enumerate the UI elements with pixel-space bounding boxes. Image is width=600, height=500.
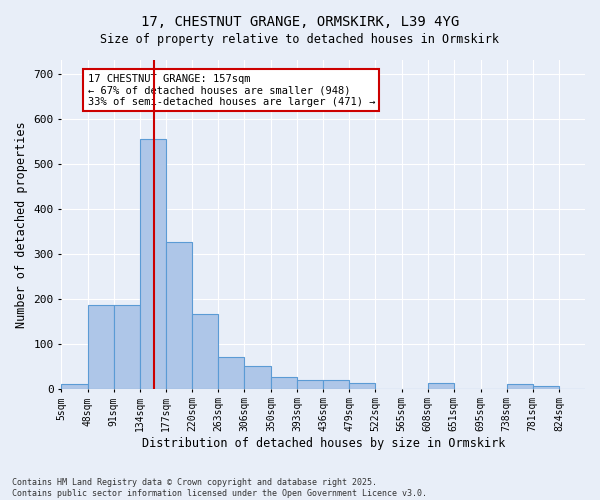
Bar xyxy=(323,380,349,388)
Text: 17 CHESTNUT GRANGE: 157sqm
← 67% of detached houses are smaller (948)
33% of sem: 17 CHESTNUT GRANGE: 157sqm ← 67% of deta… xyxy=(88,74,375,106)
Bar xyxy=(113,306,140,388)
Bar xyxy=(428,383,454,388)
Bar xyxy=(88,306,113,388)
Bar xyxy=(218,357,244,388)
Bar xyxy=(166,242,192,388)
Bar xyxy=(244,366,271,388)
Bar xyxy=(271,378,297,388)
Text: Size of property relative to detached houses in Ormskirk: Size of property relative to detached ho… xyxy=(101,32,499,46)
Bar xyxy=(506,384,533,388)
Text: 17, CHESTNUT GRANGE, ORMSKIRK, L39 4YG: 17, CHESTNUT GRANGE, ORMSKIRK, L39 4YG xyxy=(141,15,459,29)
Bar xyxy=(533,386,559,388)
X-axis label: Distribution of detached houses by size in Ormskirk: Distribution of detached houses by size … xyxy=(142,437,505,450)
Bar xyxy=(297,380,323,388)
Bar xyxy=(140,139,166,388)
Bar xyxy=(61,384,88,388)
Text: Contains HM Land Registry data © Crown copyright and database right 2025.
Contai: Contains HM Land Registry data © Crown c… xyxy=(12,478,427,498)
Bar xyxy=(349,382,376,388)
Y-axis label: Number of detached properties: Number of detached properties xyxy=(15,121,28,328)
Bar xyxy=(192,314,218,388)
